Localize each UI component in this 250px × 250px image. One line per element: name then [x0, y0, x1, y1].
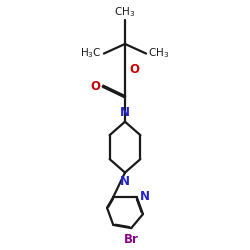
Text: H$_3$C: H$_3$C [80, 47, 102, 60]
Text: N: N [120, 176, 130, 188]
Text: CH$_3$: CH$_3$ [114, 5, 136, 19]
Text: O: O [90, 80, 101, 93]
Text: CH$_3$: CH$_3$ [148, 47, 169, 60]
Text: Br: Br [124, 233, 139, 246]
Text: N: N [140, 190, 150, 202]
Text: O: O [129, 63, 139, 76]
Text: N: N [120, 106, 130, 119]
